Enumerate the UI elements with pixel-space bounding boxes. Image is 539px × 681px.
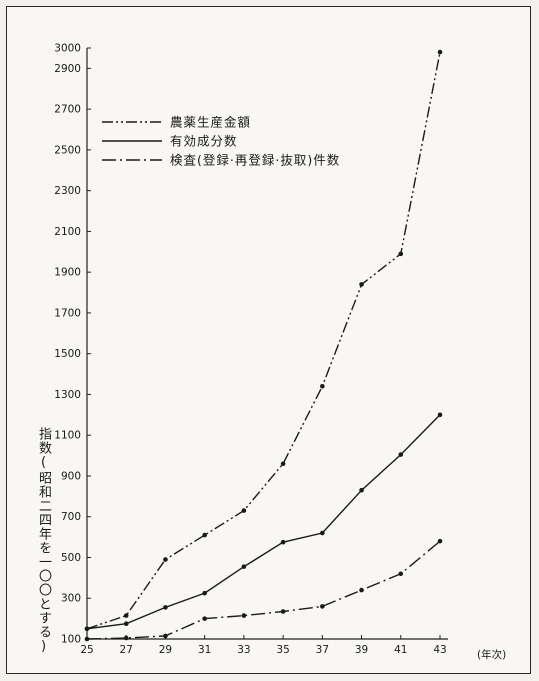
data-point (123, 621, 129, 627)
y-tick-label: 2700 (54, 104, 81, 116)
data-point (280, 461, 286, 467)
data-point (241, 564, 247, 569)
data-point (163, 605, 168, 610)
data-point (398, 571, 404, 577)
x-tick-label: 37 (316, 644, 329, 656)
y-tick-label: 2500 (54, 144, 81, 156)
data-point (241, 613, 247, 618)
data-point (163, 557, 168, 562)
data-point (437, 538, 443, 544)
x-tick-label: 27 (120, 644, 133, 656)
x-tick-label: 31 (198, 644, 211, 656)
y-tick-label: 300 (61, 593, 81, 605)
data-point (163, 633, 168, 639)
y-axis-label: 指数(昭和二四年を一〇〇とする) (36, 427, 51, 655)
data-point (84, 636, 90, 642)
series-line (86, 540, 441, 640)
x-tick-label: 35 (276, 644, 289, 656)
data-point (202, 532, 207, 538)
y-tick-label: 2900 (54, 63, 81, 75)
data-point (123, 613, 129, 618)
legend-label: 検査(登録·再登録·抜取)件数 (170, 153, 340, 168)
y-tick-label: 1500 (54, 348, 81, 360)
legend-label: 農薬生産金額 (170, 115, 251, 130)
y-tick-label: 700 (61, 511, 81, 523)
chart-plot: 100 300 500 700 900 1100 1300 1500 1700 1900 2100 2… (54, 43, 448, 656)
y-tick-label: 1300 (54, 389, 81, 401)
y-tick-label: 1100 (54, 430, 81, 442)
chart-frame: 100 300 500 700 900 1100 1300 1500 1700 1900 2100 2… (6, 6, 531, 674)
data-point (280, 609, 286, 614)
data-point (84, 626, 90, 632)
x-tick-label: 25 (80, 644, 93, 656)
y-tick-label: 900 (61, 470, 81, 482)
data-point (359, 587, 364, 593)
data-point (398, 452, 404, 457)
y-tick-label: 1900 (54, 267, 81, 279)
data-point (320, 383, 325, 389)
data-point (437, 49, 443, 55)
data-point (280, 539, 286, 545)
y-tick-label: 1700 (54, 307, 81, 319)
series-line (86, 414, 441, 630)
data-point (320, 530, 325, 536)
x-tick-label: 39 (355, 644, 368, 656)
data-point (359, 282, 364, 287)
y-tick-label: 2300 (54, 185, 81, 197)
y-tick-label: 500 (61, 552, 81, 564)
x-tick-label: 29 (159, 644, 172, 656)
data-point (320, 604, 325, 609)
data-point (202, 616, 207, 621)
x-axis-label: (年次) (477, 649, 507, 661)
y-tick-label: 2100 (54, 226, 81, 238)
data-point (202, 590, 207, 596)
data-point (241, 508, 247, 513)
series-line (86, 51, 441, 630)
data-point (398, 251, 404, 257)
data-point (437, 412, 443, 418)
data-point (123, 635, 129, 641)
y-tick-label: 3000 (54, 43, 81, 55)
x-tick-label: 43 (433, 644, 446, 656)
legend-label: 有効成分数 (170, 134, 238, 149)
y-tick-label: 100 (61, 634, 81, 646)
x-tick-label: 33 (237, 644, 250, 656)
data-point (359, 487, 364, 493)
x-tick-label: 41 (394, 644, 407, 656)
